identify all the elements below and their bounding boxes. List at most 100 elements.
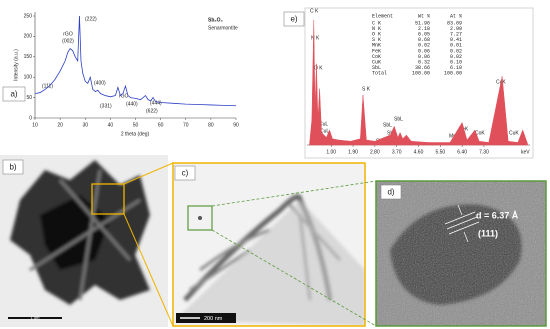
annotation: (444) (150, 100, 162, 106)
peak-label: C K (310, 8, 319, 14)
table-cell: 2.18 (418, 26, 430, 32)
panel-b: 1 um b) (0, 155, 168, 327)
y-tick-label: 150 (24, 54, 33, 60)
zoom-line (211, 229, 377, 327)
annotation: rGO (63, 31, 73, 37)
table-cell: 2.99 (450, 26, 462, 32)
panel-border (172, 162, 366, 327)
scale-bar-bg (176, 313, 236, 323)
y-axis-label: Intensity (a.u.) (13, 49, 19, 81)
x-tick-label: 30 (82, 122, 88, 128)
table-cell: 0.06 (418, 48, 430, 54)
table-cell: 0.06 (418, 54, 430, 60)
x-tick-label: 60 (158, 122, 164, 128)
y-tick-label: 250 (24, 13, 33, 19)
tem-sheets (175, 194, 365, 326)
zoom-box (187, 205, 213, 231)
panel-e: e) keV C K N K O K CuL CuL S K SbL SbL S… (283, 7, 534, 159)
zoom-box (91, 183, 125, 215)
table-cell: FeK (372, 48, 381, 54)
peak-label: N K (311, 35, 320, 41)
x-tick-label: 1.90 (348, 149, 358, 155)
scale-bar-label: 1 um (31, 315, 41, 320)
panel-label-box (2, 159, 24, 175)
y-tick-label: 100 (24, 75, 33, 81)
x-tick-label: 90 (233, 122, 239, 128)
table-cell: 6.10 (450, 65, 462, 71)
peak-label: SbL (383, 122, 392, 128)
panel-label: d) (387, 188, 394, 197)
peak-label: CuL (319, 121, 328, 127)
annotation: Sb₂O₃ (208, 17, 224, 23)
panel-label-box (283, 11, 305, 27)
x-tick-label: 10 (32, 122, 38, 128)
table-cell: 0.01 (450, 43, 462, 49)
table-cell: C K (372, 20, 381, 26)
composition-table: Element Wt % At % C K 51.96 83.09 N K 2.18 2.99 O… (372, 13, 462, 76)
annotation: (222) (85, 16, 97, 22)
table-cell: 0.41 (450, 37, 462, 43)
peak-label: CuK (509, 130, 519, 136)
peak-label: CuL (320, 128, 329, 134)
peak-label: S K (362, 86, 371, 92)
x-tick-label: 5.50 (435, 149, 445, 155)
panel-a: a) 2 theta (deg) Intensity (a.u.) Sb₂O₃ … (2, 12, 239, 137)
table-cell: 38.66 (415, 65, 430, 71)
table-cell: 0.10 (450, 60, 462, 66)
x-tick-label: 70 (183, 122, 189, 128)
table-cell: 100.00 (412, 71, 430, 77)
zoom-line (211, 180, 377, 207)
panel-label-box (174, 165, 196, 181)
x-tick-label: 50 (133, 122, 139, 128)
table-cell: CuK (372, 60, 381, 66)
table-header: At % (450, 13, 462, 19)
annotation: (440) (126, 101, 138, 107)
x-tick-label: 6.40 (457, 149, 467, 155)
x-tick-label: 4.60 (414, 149, 424, 155)
panel-d: d = 6.37 Å (111) d) (376, 181, 546, 326)
panel-label-box (2, 86, 26, 102)
table-cell: 83.09 (447, 20, 462, 26)
x-tick-label: 80 (208, 122, 214, 128)
panel-label: c) (182, 169, 189, 178)
table-header: Wt % (418, 13, 430, 19)
annotation: (400) (94, 80, 106, 86)
annotation: Senarmontite (208, 25, 238, 31)
panel-label: e) (290, 15, 297, 24)
peak-label: CoK (475, 130, 485, 136)
peak-label: O K (314, 65, 323, 71)
y-tick-label: 200 (24, 34, 33, 40)
table-cell: 6.05 (418, 32, 430, 38)
panel-label-box (380, 184, 402, 200)
panel-label: a) (10, 90, 17, 99)
x-tick-label: 20 (57, 122, 63, 128)
x-tick-label: 40 (108, 122, 114, 128)
panel-c: 200 nm c) (173, 163, 365, 326)
x-tick-label: 2.80 (370, 149, 380, 155)
lattice-lines (444, 204, 480, 243)
table-cell: 51.96 (415, 20, 430, 26)
table-cell: CoK (372, 54, 381, 60)
table-cell: MnK (372, 43, 381, 49)
x-tick-label: 1.00 (326, 149, 336, 155)
x-tick-label: 3.70 (392, 149, 402, 155)
table-cell: 0.68 (418, 37, 430, 43)
panel-label: b) (9, 163, 16, 172)
table-cell: 0.02 (450, 48, 462, 54)
zoom-line (123, 162, 174, 185)
table-cell: 100.00 (444, 71, 462, 77)
table-header: Element (372, 13, 393, 19)
table-cell: 0.02 (450, 54, 462, 60)
y-tick-label: 0 (29, 115, 32, 121)
peak-label: SbL (394, 116, 403, 122)
annotation: rGO (119, 93, 129, 99)
panel-border (375, 180, 547, 327)
table-cell: SbL (372, 65, 381, 71)
annotation: (331) (100, 103, 112, 109)
scale-bar-label: 200 nm (204, 316, 223, 322)
zoom-line (123, 213, 174, 327)
particle (198, 216, 202, 220)
d-spacing: d = 6.37 Å (476, 210, 519, 220)
xrd-line (34, 15, 237, 107)
